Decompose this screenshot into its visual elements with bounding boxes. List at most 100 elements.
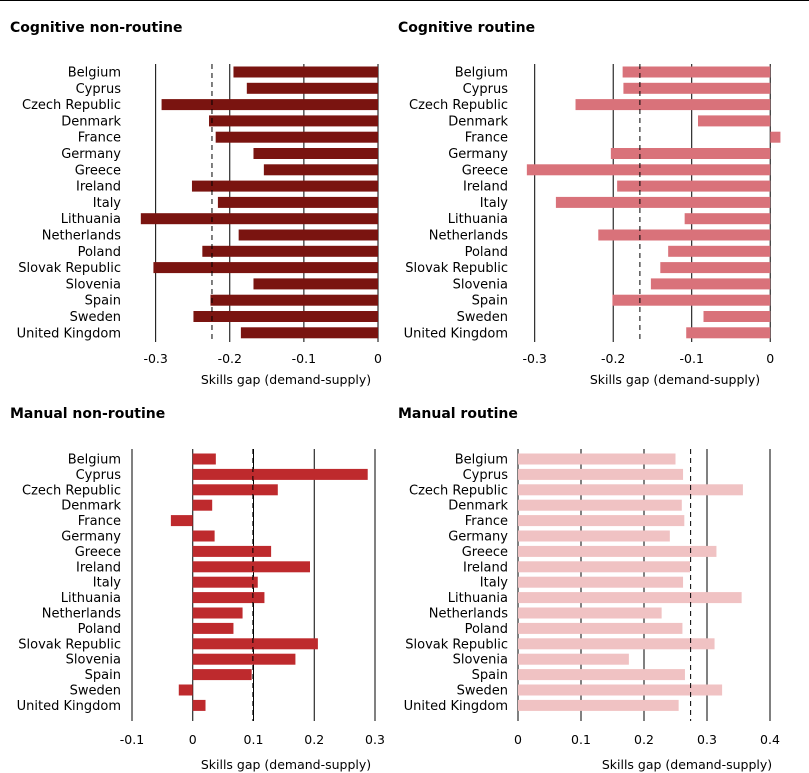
bar <box>518 653 629 665</box>
bar <box>684 213 771 225</box>
category-label: Ireland <box>76 560 121 575</box>
bar <box>518 499 682 511</box>
panel-title: Cognitive routine <box>398 20 535 36</box>
bar <box>209 115 378 127</box>
category-label: Denmark <box>448 114 508 129</box>
tick-label: 0.1 <box>244 732 264 747</box>
category-label: Belgium <box>68 453 121 468</box>
category-label: Greece <box>462 545 508 560</box>
category-label: Netherlands <box>429 229 508 244</box>
panel-title: Manual non-routine <box>10 406 165 422</box>
bar <box>518 638 715 650</box>
category-label: Greece <box>462 163 508 178</box>
category-label: United Kingdom <box>17 699 121 714</box>
bar <box>668 245 771 257</box>
bar <box>192 669 252 681</box>
tick-label: -0.1 <box>292 351 316 366</box>
bar <box>518 622 683 634</box>
bar <box>210 294 378 306</box>
bar <box>526 164 771 176</box>
category-label: Cyprus <box>76 468 122 483</box>
bar <box>240 327 378 339</box>
bar <box>192 607 243 619</box>
category-label: Netherlands <box>42 607 121 622</box>
bar <box>660 262 771 274</box>
tick-label: 0.3 <box>365 732 385 747</box>
bar <box>192 699 206 711</box>
category-label: Ireland <box>463 560 508 575</box>
bar <box>518 684 723 696</box>
tick-label: 0 <box>374 351 382 366</box>
x-axis-label: Skills gap (demand-supply) <box>602 757 772 772</box>
category-label: Germany <box>61 147 121 162</box>
bar <box>598 229 771 241</box>
category-label: France <box>465 514 508 529</box>
bar <box>650 278 771 290</box>
chart-panel-1: Cognitive non-routine BelgiumCyprusCzech … <box>10 20 382 387</box>
category-label: Lithuania <box>61 591 121 606</box>
category-label: Slovenia <box>66 653 121 668</box>
category-label: Spain <box>472 294 508 309</box>
bar <box>518 515 685 527</box>
category-label: Slovak Republic <box>405 637 508 652</box>
bar <box>617 180 771 192</box>
category-label: France <box>465 131 508 146</box>
category-label: Cyprus <box>463 82 509 97</box>
bar <box>192 622 234 634</box>
tick-label: -0.1 <box>680 351 704 366</box>
bar <box>518 699 679 711</box>
bar <box>161 99 378 111</box>
category-label: Spain <box>85 294 121 309</box>
tick-label: 0 <box>514 732 522 747</box>
tick-label: 0.2 <box>634 732 654 747</box>
category-label: Italy <box>480 196 509 211</box>
category-label: Poland <box>78 245 121 260</box>
bar <box>193 311 378 322</box>
category-label: Denmark <box>448 499 508 514</box>
bar <box>518 545 717 557</box>
category-label: Ireland <box>76 180 121 195</box>
category-label: United Kingdom <box>17 326 121 341</box>
bar <box>703 311 771 322</box>
x-axis-label: Skills gap (demand-supply) <box>201 372 371 387</box>
category-label: Greece <box>75 545 121 560</box>
x-axis-label: Skills gap (demand-supply) <box>590 372 760 387</box>
bar <box>192 499 213 511</box>
panel-title: Cognitive non-routine <box>10 20 182 36</box>
category-label: Netherlands <box>429 607 508 622</box>
category-label: Czech Republic <box>22 98 121 113</box>
top-rule <box>0 0 809 1</box>
bar <box>697 115 771 127</box>
bar <box>192 453 216 465</box>
bar <box>518 561 690 573</box>
x-axis-label: Skills gap (demand-supply) <box>201 757 371 772</box>
category-label: Slovenia <box>453 653 508 668</box>
bar <box>140 213 378 225</box>
bar <box>518 592 742 604</box>
bar <box>192 561 310 573</box>
bar <box>153 262 378 274</box>
bar <box>253 148 378 159</box>
bar <box>518 607 662 619</box>
tick-label: -0.1 <box>120 732 144 747</box>
category-label: Belgium <box>68 66 121 81</box>
bar <box>233 66 378 78</box>
bar <box>192 638 318 650</box>
category-label: Greece <box>75 163 121 178</box>
category-label: Denmark <box>61 114 121 129</box>
tick-label: 0.2 <box>304 732 324 747</box>
category-label: Poland <box>465 245 508 260</box>
category-label: Netherlands <box>42 229 121 244</box>
category-label: Denmark <box>61 499 121 514</box>
category-label: United Kingdom <box>404 326 508 341</box>
bar <box>178 684 193 696</box>
bar <box>770 131 781 143</box>
tick-label: 0.4 <box>760 732 780 747</box>
category-label: France <box>78 131 121 146</box>
bar <box>192 468 368 480</box>
tick-label: -0.2 <box>218 351 242 366</box>
bar <box>518 530 670 542</box>
bar <box>253 278 378 290</box>
